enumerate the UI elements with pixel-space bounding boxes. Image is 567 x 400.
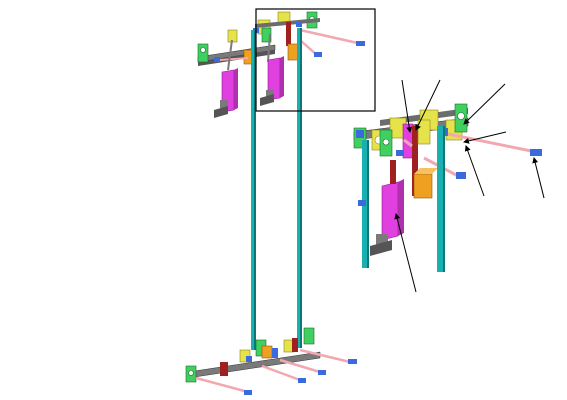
- callout-arrows: [394, 79, 545, 293]
- main-assembly: [185, 8, 376, 395]
- right-vertical-shaft: [297, 28, 302, 348]
- callout-arrow-1: [401, 79, 413, 133]
- detail-frame: [255, 8, 376, 112]
- callout-arrow-4: [463, 131, 507, 144]
- callout-arrow-6: [532, 157, 545, 199]
- callout-arrow-7: [394, 213, 417, 293]
- callout-arrow-3: [463, 83, 506, 125]
- left-actuator: [214, 68, 238, 118]
- callout-arrow-5: [464, 145, 485, 197]
- right-actuator: [260, 56, 284, 106]
- detail-view: [353, 103, 542, 272]
- bottom-linkage-assembly: [185, 327, 357, 395]
- left-vertical-shaft: [251, 30, 256, 350]
- callout-arrow-2: [415, 79, 441, 131]
